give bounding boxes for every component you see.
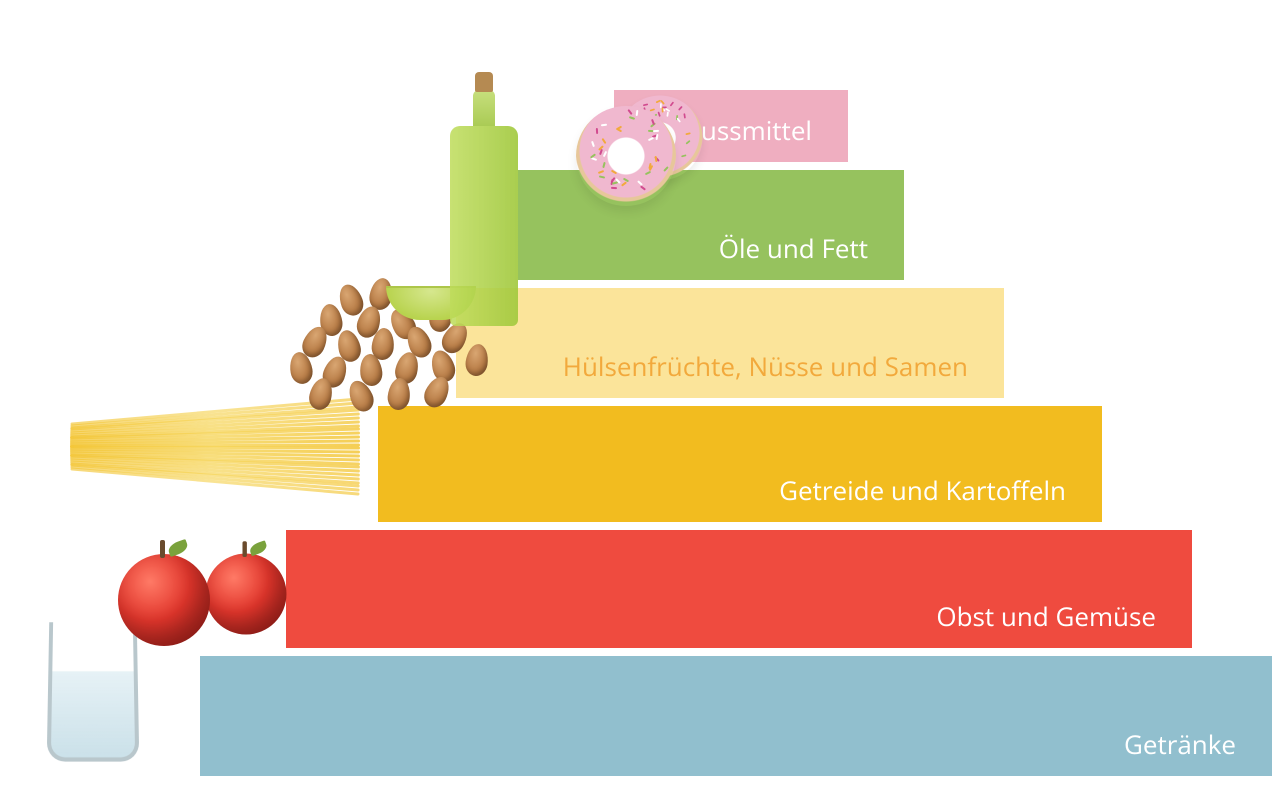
level-obst-gemuese: Obst und Gemüse xyxy=(286,530,1192,648)
olive-oil-icon xyxy=(404,116,544,326)
level-label: Hülsenfrüchte, Nüsse und Samen xyxy=(563,351,968,382)
level-label: Obst und Gemüse xyxy=(936,601,1156,632)
food-pyramid: { "pyramid": { "type": "stacked-bar-pyra… xyxy=(0,0,1280,800)
level-label: Getreide und Kartoffeln xyxy=(779,475,1066,506)
level-getreide: Getreide und Kartoffeln xyxy=(378,406,1102,522)
apples-icon xyxy=(118,540,308,650)
level-label: Öle und Fett xyxy=(719,233,868,264)
level-label: Getränke xyxy=(1124,729,1236,760)
level-getraenke: Getränke xyxy=(200,656,1272,776)
spaghetti-icon xyxy=(70,410,360,490)
donut-icon xyxy=(576,88,716,198)
